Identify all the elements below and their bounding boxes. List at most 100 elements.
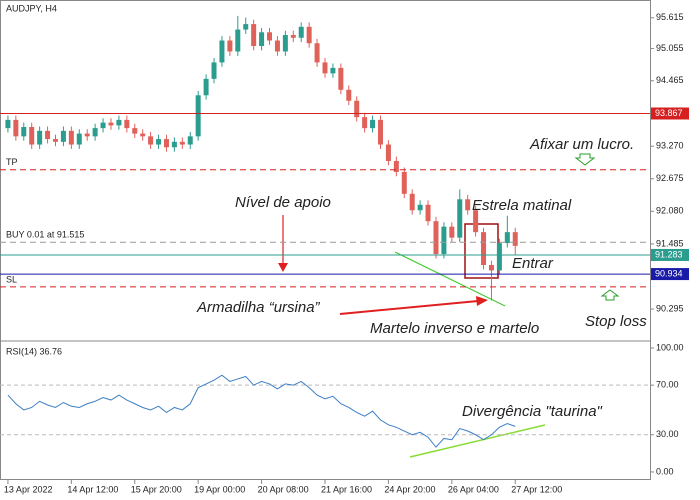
level-label: SL [6,274,17,284]
y-tick-label: 30.00 [656,429,679,439]
candle-body [417,204,423,211]
candle-body [377,119,383,145]
candle-body [306,26,312,44]
chart-title: AUDJPY, H4 [6,3,57,13]
candle-body [203,78,209,96]
candle-body [211,62,217,79]
candle-body [116,119,122,126]
y-tick-label: 92.675 [656,173,684,183]
candle-body [425,204,431,222]
rsi-title: RSI(14) 36.76 [6,346,62,356]
candle-body [330,67,336,74]
candle-body [132,128,138,134]
candle-body [148,136,154,145]
candle-body [401,171,407,194]
x-tick-label: 19 Apr 00:00 [194,484,245,494]
candle-body [163,139,169,148]
candle-body [108,122,114,126]
price-tag [651,268,689,281]
x-tick-label: 20 Apr 08:00 [258,484,309,494]
price-tag-label: 93.867 [655,108,683,118]
y-tick-label: 93.270 [656,141,684,151]
candle-body [457,199,463,238]
candle-body [385,144,391,161]
x-tick-label: 13 Apr 2022 [4,484,53,494]
candle-body [13,119,19,137]
x-tick-label: 14 Apr 12:00 [67,484,118,494]
candle-body [298,26,304,38]
y-tick-label: 95.615 [656,12,684,22]
candle-body [45,130,51,140]
annotation-shapes [278,153,620,458]
candle-body [441,226,447,255]
annotation: Martelo inverso e martelo [370,320,539,337]
candle-body [290,35,296,38]
candle-body [187,136,193,145]
candle-body [124,119,130,129]
candle-body [235,29,241,52]
candle-body [496,243,502,271]
candle-body [504,232,510,244]
candle-body [76,133,82,145]
price-tag-label: 91.283 [655,249,683,259]
candle-body [409,193,415,211]
annotation: Stop loss [585,313,647,330]
candle-body [274,40,280,52]
candle-body [171,141,177,148]
candle-body [195,95,201,137]
annotation: Armadilha “ursina” [196,299,321,316]
candle-body [5,119,11,129]
candle-body [243,24,249,30]
candle-body [370,119,376,129]
y-tick-label: 70.00 [656,380,679,390]
candle-body [362,117,368,129]
candle-body [338,67,344,90]
rsi-line [7,374,516,448]
level-label: TP [6,157,18,167]
candle-body [100,122,106,129]
y-tick-label: 90.295 [656,303,684,313]
y-tick-label: 100.00 [656,342,684,352]
y-tick-label: 94.465 [656,75,684,85]
price-tag [651,107,689,120]
candle-body [346,89,352,101]
candle-body [267,32,273,41]
candle-body [259,32,265,46]
y-tick-label: 91.485 [656,238,684,248]
price-tag-label: 90.934 [655,268,683,278]
candle-body [227,40,233,52]
x-tick-label: 21 Apr 16:00 [321,484,372,494]
candle-body [465,199,471,211]
annotation: Estrela matinal [472,197,572,214]
annotation: Divergência "taurina" [462,403,603,420]
candle-body [21,127,27,137]
candle-body [473,210,479,233]
candle-body [488,264,494,271]
level-label: BUY 0.01 at 91.515 [6,230,84,240]
candle-body [251,24,257,46]
annotation: Entrar [512,255,554,272]
candle-body [140,133,146,137]
annotation: Afixar um lucro. [529,136,634,153]
annotation: Nível de apoio [235,194,331,211]
x-tick-label: 26 Apr 04:00 [448,484,499,494]
x-tick-label: 15 Apr 20:00 [131,484,182,494]
x-tick-label: 27 Apr 12:00 [511,484,562,494]
candle-body [481,232,487,265]
candle-body [512,232,518,246]
candle-body [156,139,162,145]
candle-body [60,130,66,142]
candle-body [92,128,98,137]
candle-body [219,40,225,63]
candle-body [449,226,455,238]
candle-body [52,139,58,142]
y-tick-label: 92.080 [656,206,684,216]
candle-body [29,127,35,145]
candle-body [179,141,185,145]
candle-body [282,35,288,52]
candle-body [354,100,360,118]
candle-body [322,62,328,74]
candle-body [433,221,439,255]
candle-body [84,133,90,137]
